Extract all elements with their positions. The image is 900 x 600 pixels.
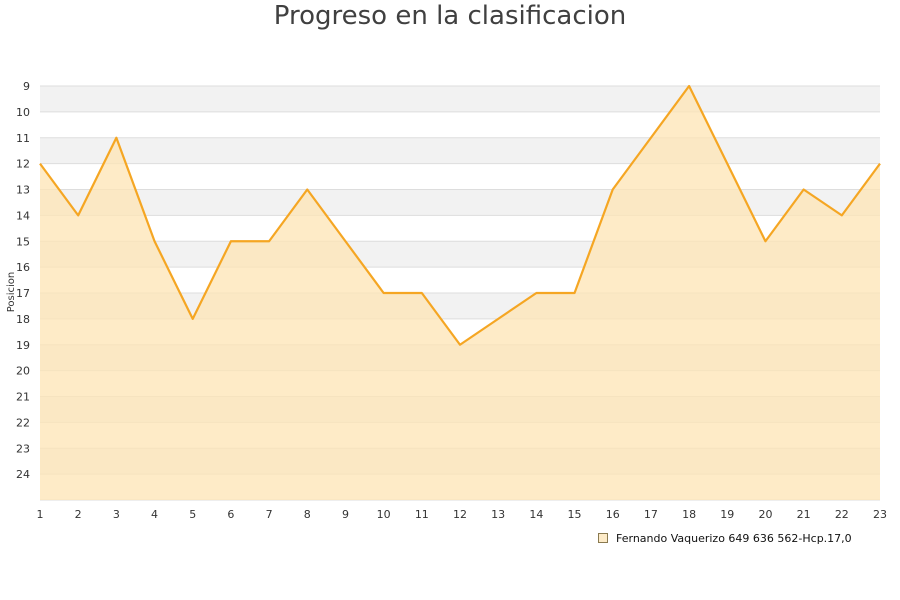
legend-label: Fernando Vaquerizo 649 636 562-Hcp.17,0 [616, 532, 852, 545]
y-tick-label: 22 [16, 416, 30, 429]
x-tick-label: 13 [491, 508, 505, 521]
grid-band [40, 189, 880, 216]
y-tick-label: 11 [16, 132, 30, 145]
x-tick-label: 14 [529, 508, 543, 521]
x-tick-label: 3 [113, 508, 120, 521]
y-tick-label: 23 [16, 442, 30, 455]
x-tick-label: 16 [606, 508, 620, 521]
x-tick-label: 23 [873, 508, 887, 521]
series-line-layer [39, 84, 881, 346]
grid-band [40, 111, 880, 138]
x-tick-label: 7 [266, 508, 273, 521]
x-axis-ticks: 1 2 3 4 5 6 7 8 9 10 11 12 13 14 15 16 17 18 19 20 21 22 23 [37, 508, 888, 521]
x-tick-label: 18 [682, 508, 696, 521]
series-line [39, 84, 881, 346]
x-tick-label: 19 [720, 508, 734, 521]
y-tick-label: 13 [16, 184, 30, 197]
x-tick-label: 2 [75, 508, 82, 521]
y-tick-label: 9 [23, 80, 30, 93]
grid-band [40, 137, 880, 164]
chart-title: Progreso en la clasificacion [273, 1, 627, 31]
x-tick-label: 15 [568, 508, 582, 521]
grid-band [40, 86, 880, 112]
x-tick-label: 5 [189, 508, 196, 521]
y-tick-label: 21 [16, 391, 30, 404]
x-tick-label: 1 [37, 508, 44, 521]
y-tick-label: 24 [16, 468, 30, 481]
x-tick-label: 4 [151, 508, 158, 521]
x-tick-label: 20 [758, 508, 772, 521]
y-tick-label: 10 [16, 106, 30, 119]
y-axis-label: Posicion [6, 272, 17, 313]
x-tick-label: 12 [453, 508, 467, 521]
grid-band [40, 163, 880, 190]
y-tick-label: 17 [16, 287, 30, 300]
y-tick-label: 16 [16, 261, 30, 274]
y-axis-ticks: 9 10 11 12 13 14 15 16 17 18 19 20 21 22 23 24 [16, 80, 30, 481]
y-tick-label: 12 [16, 158, 30, 171]
series-area-layer [40, 86, 880, 500]
x-tick-label: 11 [415, 508, 429, 521]
y-tick-label: 18 [16, 313, 30, 326]
x-tick-label: 21 [797, 508, 811, 521]
y-tick-label: 14 [16, 209, 30, 222]
legend[interactable]: Fernando Vaquerizo 649 636 562-Hcp.17,0 [598, 532, 852, 545]
x-tick-label: 10 [377, 508, 391, 521]
y-tick-label: 15 [16, 235, 30, 248]
x-tick-label: 17 [644, 508, 658, 521]
legend-swatch [598, 533, 608, 543]
x-tick-label: 8 [304, 508, 311, 521]
x-tick-label: 9 [342, 508, 349, 521]
series-area [40, 86, 880, 500]
y-tick-label: 20 [16, 365, 30, 378]
x-tick-label: 6 [227, 508, 234, 521]
y-tick-label: 19 [16, 339, 30, 352]
x-tick-label: 22 [835, 508, 849, 521]
